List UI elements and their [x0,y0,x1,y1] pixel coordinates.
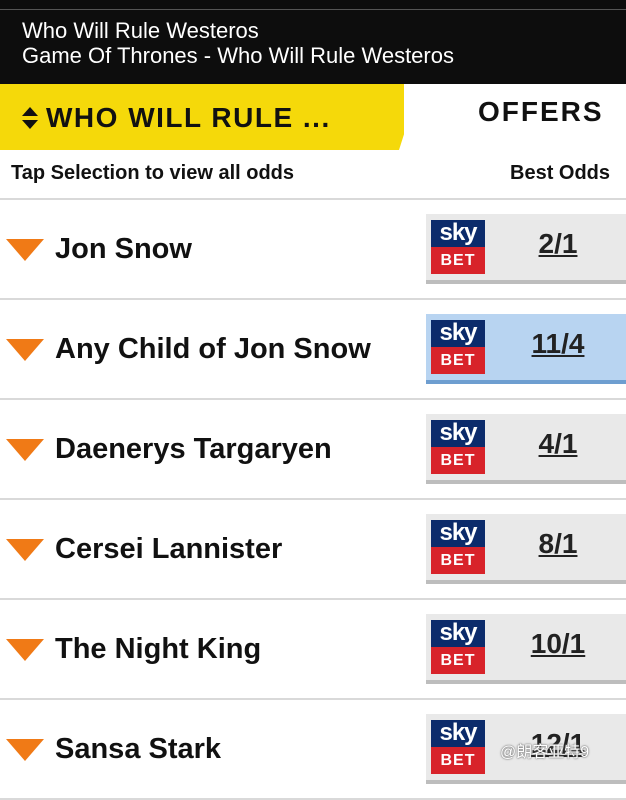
bet-logo-text: BET [431,747,485,774]
sky-logo-text: sky [431,220,485,247]
odds-button[interactable]: sky BET 8/1 [426,514,626,584]
selection-name[interactable]: Daenerys Targaryen [55,433,332,465]
tab-offers-label: OFFERS [478,96,604,127]
expand-arrow-icon[interactable] [6,239,44,261]
watermark: @朗客亚特9 [500,744,590,761]
sky-logo-text: sky [431,420,485,447]
odds-button[interactable]: sky BET 10/1 [426,614,626,684]
selection-row[interactable]: The Night King sky BET 10/1 [0,600,626,700]
selection-list: Jon Snow sky BET 2/1 Any Child of Jon Sn… [0,200,626,800]
sky-bet-logo: sky BET [431,620,485,674]
expand-arrow-icon[interactable] [6,539,44,561]
market-title: Who Will Rule Westeros [22,18,259,43]
bet-logo-text: BET [431,247,485,274]
expand-arrow-icon[interactable] [6,739,44,761]
header-divider [0,9,626,10]
sky-bet-logo: sky BET [431,320,485,374]
odds-button-selected[interactable]: sky BET 11/4 [426,314,626,384]
sky-bet-logo: sky BET [431,520,485,574]
selection-row[interactable]: Daenerys Targaryen sky BET 4/1 [0,400,626,500]
expand-arrow-icon[interactable] [6,439,44,461]
odds-value[interactable]: 4/1 [538,428,578,459]
sky-logo-text: sky [431,320,485,347]
selection-name[interactable]: Any Child of Jon Snow [55,333,371,365]
odds-value[interactable]: 12/1 [530,728,586,759]
sky-bet-logo: sky BET [431,420,485,474]
odds-value[interactable]: 8/1 [538,528,578,559]
selection-name[interactable]: The Night King [55,633,262,665]
best-odds-header: Best Odds [510,162,611,184]
tab-bar: WHO WILL RULE ... OFFERS [0,84,626,150]
odds-button[interactable]: sky BET 2/1 [426,214,626,284]
expand-arrow-icon[interactable] [6,639,44,661]
selection-name[interactable]: Jon Snow [55,233,192,265]
selection-row[interactable]: Any Child of Jon Snow sky BET 11/4 [0,300,626,400]
selection-row[interactable]: Jon Snow sky BET 2/1 [0,200,626,300]
bet-logo-text: BET [431,647,485,674]
bet-logo-text: BET [431,347,485,374]
selection-name[interactable]: Sansa Stark [55,733,222,765]
selection-row[interactable]: Cersei Lannister sky BET 8/1 [0,500,626,600]
bet-logo-text: BET [431,547,485,574]
tab-offers[interactable]: OFFERS [404,84,626,150]
odds-table-header: Tap Selection to view all odds Best Odds [0,150,626,200]
sky-logo-text: sky [431,720,485,747]
odds-value[interactable]: 2/1 [538,228,578,259]
odds-button[interactable]: sky BET 4/1 [426,414,626,484]
sort-arrows-icon [22,107,38,129]
market-header: Who Will Rule Westeros Game Of Thrones -… [0,0,626,84]
sky-logo-text: sky [431,620,485,647]
sky-bet-logo: sky BET [431,220,485,274]
odds-value[interactable]: 11/4 [531,328,585,359]
tab-who-will-rule[interactable]: WHO WILL RULE ... [0,84,420,150]
sky-logo-text: sky [431,520,485,547]
odds-value[interactable]: 10/1 [530,628,586,659]
selection-name[interactable]: Cersei Lannister [55,533,283,565]
expand-arrow-icon[interactable] [6,339,44,361]
tab-market-label: WHO WILL RULE ... [46,102,331,133]
bet-logo-text: BET [431,447,485,474]
market-subtitle: Game Of Thrones - Who Will Rule Westeros [22,43,454,68]
tap-instruction: Tap Selection to view all odds [11,162,295,184]
